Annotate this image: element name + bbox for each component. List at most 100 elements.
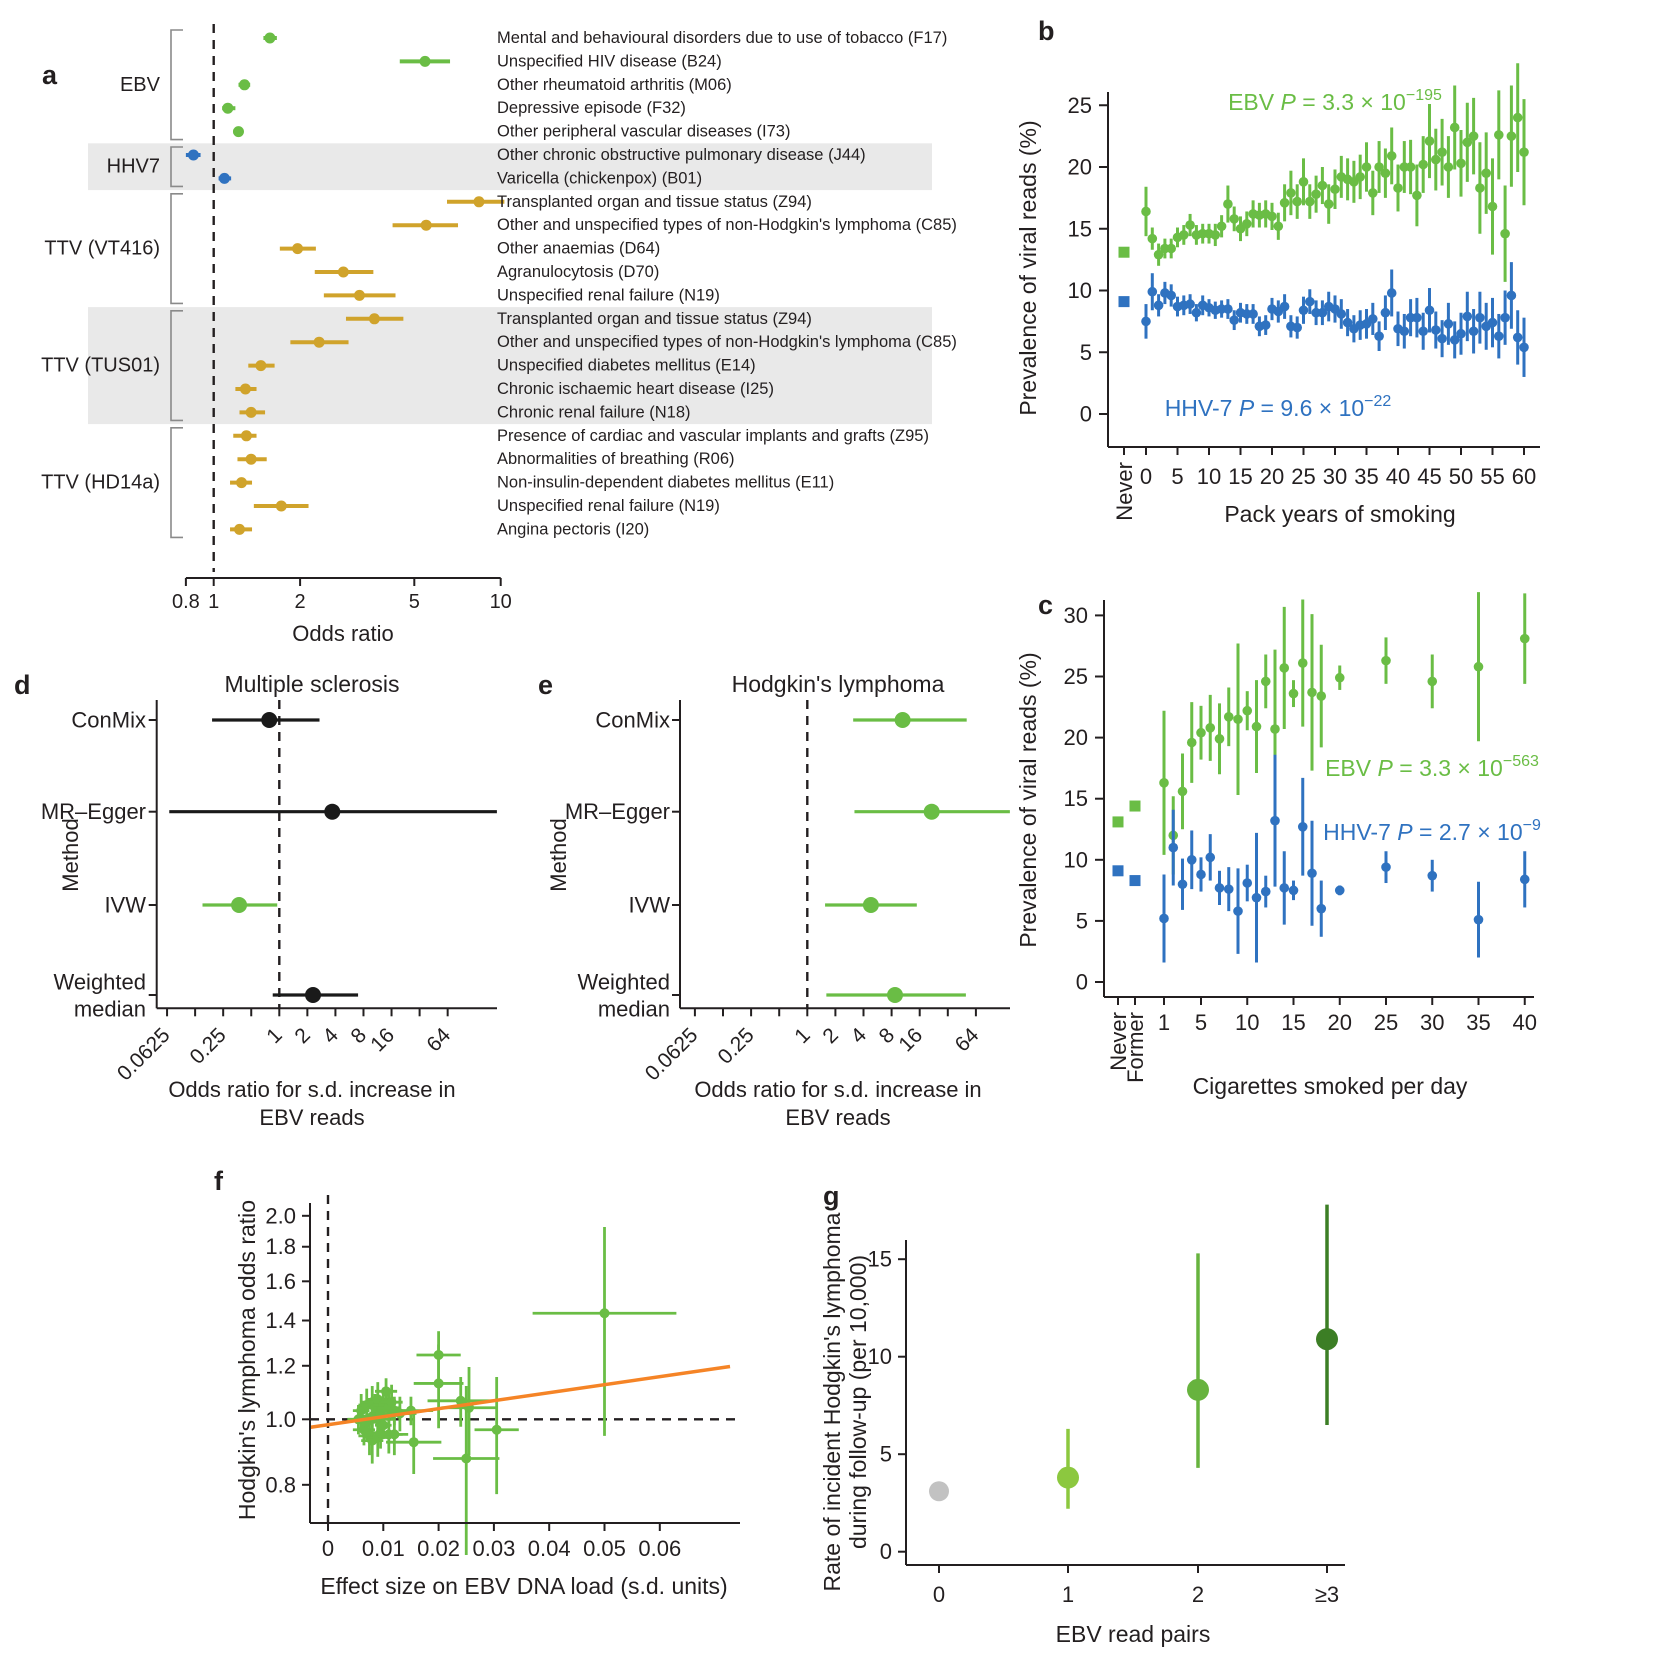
- diagnosis-label: Unspecified diabetes mellitus (E14): [497, 357, 756, 375]
- data-point: [1159, 913, 1169, 924]
- tick-label: 45: [1417, 464, 1441, 489]
- or-point: [240, 430, 252, 442]
- panel-g: g 0 5 10 15 0 1 2 ≥3 EBV read pairs Rate of incide…: [819, 1181, 1345, 1647]
- tick-label: 0.01: [362, 1536, 405, 1561]
- tick-label: 1.0: [265, 1407, 296, 1432]
- tick-label: 0.8: [172, 591, 200, 613]
- data-point: [1316, 903, 1327, 914]
- or-point: [234, 523, 246, 535]
- data-point: [1260, 320, 1271, 330]
- tick-label: 2: [1192, 1582, 1204, 1607]
- y-axis-title: Method: [546, 818, 571, 891]
- data-point: [1456, 328, 1466, 339]
- tick-label: 16: [366, 1024, 399, 1057]
- tick-label: 10: [1068, 278, 1092, 303]
- data-point: [1386, 288, 1397, 298]
- data-point: [1334, 885, 1345, 896]
- group-label: TTV (TUS01): [41, 355, 160, 377]
- diagnosis-label: Presence of cardiac and vascular implant…: [497, 427, 929, 445]
- data-point: [929, 1481, 949, 1502]
- tick-label: 0.05: [583, 1536, 626, 1561]
- x-axis-title: Odds ratio for s.d. increase in: [694, 1077, 981, 1102]
- data-point: [1418, 326, 1428, 337]
- data-point: [1185, 220, 1195, 230]
- tick-label: 0: [1140, 464, 1152, 489]
- data-point: [1487, 201, 1498, 212]
- data-point: [1494, 331, 1504, 341]
- data-point: [1317, 307, 1328, 318]
- data-point: [1251, 721, 1262, 732]
- data-point: [1242, 219, 1252, 229]
- tick-label: 30: [1064, 603, 1088, 628]
- data-point: [1229, 214, 1239, 224]
- data-point: [1279, 883, 1290, 893]
- data-point: [1475, 312, 1485, 323]
- tick-label: 15: [1068, 216, 1092, 241]
- x-axis-title: Odds ratio: [292, 621, 394, 646]
- data-point: [1512, 332, 1523, 343]
- or-point: [231, 897, 248, 913]
- tick-label: 10: [1064, 847, 1088, 872]
- data-point: [1380, 168, 1391, 178]
- data-point: [1506, 131, 1517, 141]
- data-point: [1342, 317, 1353, 328]
- data-point: [1519, 633, 1530, 644]
- data-point: [1374, 162, 1384, 172]
- data-point: [1251, 892, 1262, 903]
- tick-label: 4: [847, 1023, 872, 1048]
- y-axis-title: Prevalence of viral reads (%): [1015, 652, 1041, 947]
- data-point: [1288, 688, 1299, 699]
- data-point: [1473, 661, 1484, 672]
- or-point: [187, 149, 199, 161]
- method-label: ConMix: [595, 708, 670, 733]
- data-point: [1412, 190, 1422, 201]
- tick-label: 5: [1171, 464, 1183, 489]
- data-point: [1424, 305, 1435, 316]
- tick-label: 0: [1080, 402, 1092, 427]
- data-point: [1427, 676, 1438, 687]
- data-point: [1418, 159, 1428, 170]
- tick-label: 20: [1064, 725, 1088, 750]
- data-point: [1437, 147, 1447, 157]
- data-point: [1512, 112, 1523, 123]
- or-point: [313, 336, 325, 348]
- data-point: [1468, 131, 1479, 141]
- data-point: [1177, 786, 1188, 797]
- tick-label: 0.04: [528, 1536, 571, 1561]
- p-value-annotation: HHV-7 P = 2.7 × 10−9: [1323, 817, 1541, 845]
- diagnosis-label: Other anaemias (D64): [497, 240, 660, 258]
- panel-d: d 0.0625 0.25 1 2 4 816 64 ConMix MR–Egger IVW Weig…: [14, 670, 497, 1130]
- data-point: [1431, 325, 1441, 335]
- diagnosis-label: Agranulocytosis (D70): [497, 263, 659, 281]
- category-point: [1112, 865, 1124, 877]
- data-point: [1311, 189, 1321, 199]
- tick-label: 0.0625: [641, 1024, 703, 1086]
- data-point: [1307, 687, 1317, 698]
- diagnosis-label: Chronic ischaemic heart disease (I25): [497, 380, 774, 398]
- data-point: [1334, 672, 1345, 683]
- tick-label: 1: [790, 1024, 815, 1049]
- x-axis-title: Effect size on EBV DNA load (s.d. units): [320, 1573, 727, 1599]
- data-point: [1141, 316, 1151, 327]
- y-axis-title: Rate of incident Hodgkin's lymphoma: [819, 1212, 845, 1591]
- diagnosis-label: Other rheumatoid arthritis (M06): [497, 76, 732, 94]
- tick-label: 1: [262, 1024, 287, 1049]
- tick-label: 1: [1062, 1582, 1074, 1607]
- panel-letter-a: a: [42, 60, 58, 90]
- data-point: [1393, 183, 1403, 193]
- or-point: [473, 196, 485, 208]
- tick-label: 20: [1328, 1010, 1352, 1035]
- data-point: [1381, 862, 1391, 872]
- data-point: [1305, 196, 1315, 207]
- or-point: [239, 383, 251, 395]
- data-point: [1279, 198, 1290, 208]
- tick-label: 0: [880, 1539, 892, 1564]
- method-label: ConMix: [71, 708, 146, 733]
- data-point: [1412, 312, 1422, 323]
- or-point: [275, 500, 287, 512]
- p-value-annotation: EBV P = 3.3 × 10−195: [1228, 87, 1442, 115]
- panel-letter-c: c: [1038, 590, 1053, 620]
- tick-label: 60: [1512, 464, 1536, 489]
